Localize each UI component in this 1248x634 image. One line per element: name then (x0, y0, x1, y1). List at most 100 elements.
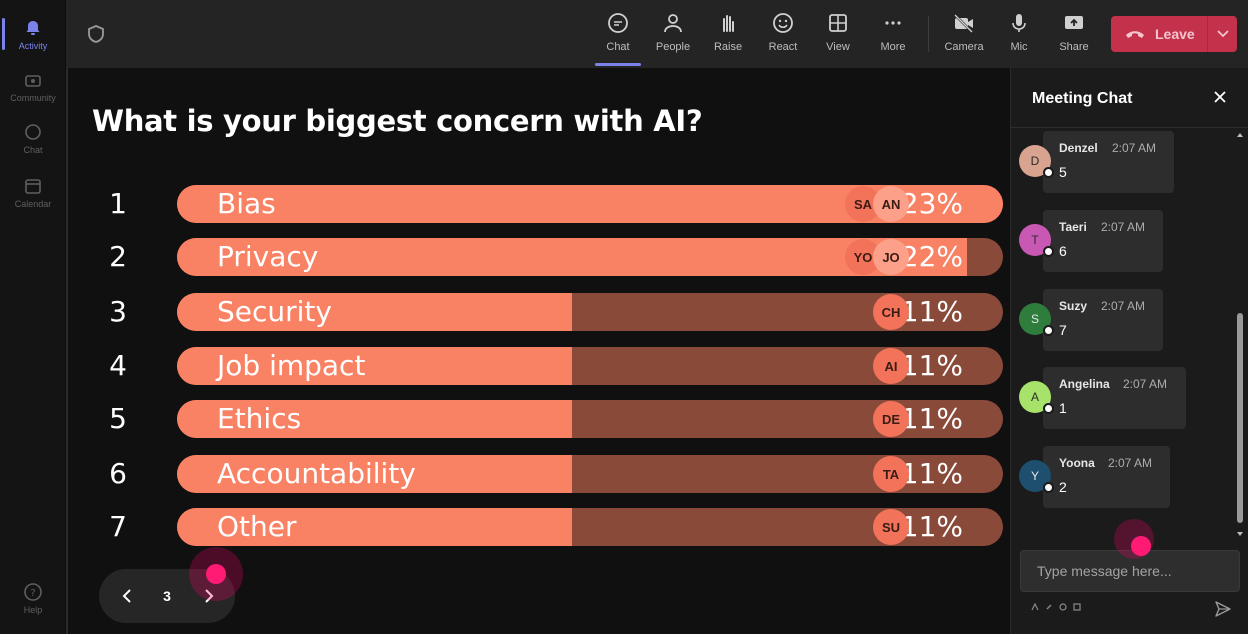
message-timestamp: 2:07 AM (1101, 299, 1146, 313)
pointer-indicator (189, 547, 243, 601)
option-percent: 11% (900, 510, 963, 543)
option-percent: 11% (900, 402, 963, 435)
chevron-left-icon (122, 589, 131, 603)
chat-message: Angelina 2:07 AM 1 A (1019, 367, 1186, 431)
avatar-initial: T (1031, 233, 1039, 247)
calendar-icon (22, 175, 44, 197)
toolbar-view-button[interactable]: View (813, 10, 863, 62)
svg-text:?: ? (30, 588, 35, 599)
voter-avatar: DE (873, 401, 909, 437)
option-bar-fill (177, 400, 572, 438)
attach-icon[interactable] (1045, 603, 1053, 611)
rail-item-community[interactable]: Community (0, 60, 66, 112)
message-text: 6 (1059, 243, 1067, 259)
emoji-icon[interactable] (1059, 603, 1067, 611)
avatar-initial: D (1030, 154, 1040, 168)
toolbar-share-button[interactable]: Share (1049, 10, 1099, 62)
toolbar-divider (928, 16, 929, 52)
option-bar: Privacy YO JO 22% (177, 238, 1003, 276)
option-rank: 2 (109, 240, 127, 273)
option-bar-fill (177, 238, 967, 276)
chat-message: Suzy 2:07 AM 7 S (1019, 289, 1163, 353)
message-text: 7 (1059, 322, 1067, 338)
scroll-down-icon[interactable] (1236, 530, 1244, 538)
pointer-indicator (1114, 519, 1154, 559)
toolbar-people-button[interactable]: People (648, 10, 698, 62)
previous-slide-button[interactable] (113, 582, 141, 610)
avatar[interactable]: S (1019, 303, 1054, 336)
message-input[interactable] (1021, 551, 1239, 591)
chevron-down-icon[interactable] (1207, 16, 1237, 52)
avatar[interactable]: A (1019, 381, 1054, 414)
toolbar-more-button[interactable]: More (868, 10, 918, 62)
poll-results-stage: What is your biggest concern with AI? 1 B… (68, 68, 1010, 634)
toolbar-label: View (826, 41, 850, 53)
voter-avatar: CH (873, 294, 909, 330)
message-timestamp: 2:07 AM (1112, 141, 1157, 155)
avatar[interactable]: D (1019, 145, 1054, 178)
help-icon: ? (22, 581, 44, 603)
option-label: Privacy (217, 240, 319, 273)
message-bubble: Yoona 2:07 AM 2 (1043, 446, 1170, 508)
format-icon[interactable] (1031, 603, 1039, 611)
chat-scroll-thumb[interactable] (1237, 313, 1243, 523)
option-rank: 1 (109, 187, 127, 220)
gif-icon[interactable] (1073, 603, 1081, 611)
next-slide-button[interactable] (195, 582, 223, 610)
rail-label: Community (10, 93, 56, 103)
rail-item-chat[interactable]: Chat (0, 112, 66, 164)
send-icon (1215, 601, 1231, 617)
rail-item-help[interactable]: ? Help (0, 572, 66, 624)
toolbar-react-button[interactable]: React (758, 10, 808, 62)
rail-label: Activity (18, 41, 48, 51)
message-bubble: Denzel 2:07 AM 5 (1043, 131, 1174, 193)
toolbar-raise-button[interactable]: Raise (703, 10, 753, 62)
option-rank: 7 (109, 510, 127, 543)
voter-avatar: SU (873, 509, 909, 545)
presence-status-icon (1043, 246, 1054, 257)
avatar[interactable]: Y (1019, 460, 1054, 493)
poll-question: What is your biggest concern with AI? (92, 104, 703, 138)
close-chat-button[interactable] (1211, 88, 1229, 106)
avatar-initial: Y (1030, 469, 1039, 483)
message-bubble: Angelina 2:07 AM 1 (1043, 367, 1186, 429)
rail-item-activity[interactable]: Activity (0, 8, 66, 60)
rail-item-calendar[interactable]: Calendar (0, 166, 66, 218)
chat-message: Yoona 2:07 AM 2 Y (1019, 446, 1170, 510)
option-bar: Job impact AI 11% (177, 347, 1003, 385)
chat-header: Meeting Chat (1011, 68, 1248, 128)
toolbar-label: More (880, 41, 906, 53)
message-bubble: Taeri 2:07 AM 6 (1043, 210, 1163, 272)
option-label: Bias (217, 187, 276, 220)
toolbar-label: React (768, 41, 798, 53)
avatar[interactable]: T (1019, 224, 1054, 257)
voter-avatar: AN (873, 186, 909, 222)
sender-name: Denzel (1059, 141, 1098, 155)
sender-name: Suzy (1059, 299, 1088, 313)
toolbar-mic-button[interactable]: Mic (994, 10, 1044, 62)
hang-up-icon (1125, 28, 1145, 40)
option-percent: 22% (900, 240, 963, 273)
app-rail: Activity Community Chat Calendar ? Help (0, 0, 66, 634)
send-button[interactable] (1214, 600, 1232, 618)
message-bubble: Suzy 2:07 AM 7 (1043, 289, 1163, 351)
toolbar-camera-button[interactable]: Camera (939, 10, 989, 62)
option-percent: 23% (900, 187, 963, 220)
option-rank: 4 (109, 349, 127, 382)
share-screen-icon (1061, 10, 1087, 36)
message-compose-box[interactable] (1020, 550, 1240, 592)
rail-label: Chat (23, 145, 43, 155)
toolbar-chat-button[interactable]: Chat (593, 10, 643, 66)
shield-icon[interactable] (86, 24, 106, 44)
option-rank: 6 (109, 457, 127, 490)
scroll-up-icon[interactable] (1236, 131, 1244, 139)
toolbar-label: Mic (1010, 41, 1028, 53)
option-bar: Bias SA AN 23% (177, 185, 1003, 223)
option-bar-fill (177, 508, 572, 546)
voter-avatar: AI (873, 348, 909, 384)
voter-avatar: TA (873, 456, 909, 492)
poll-option-row: 6 Accountability TA 11% (68, 455, 1010, 493)
leave-button[interactable]: Leave (1111, 16, 1237, 52)
option-bar-fill (177, 455, 572, 493)
sender-name: Yoona (1059, 456, 1095, 470)
